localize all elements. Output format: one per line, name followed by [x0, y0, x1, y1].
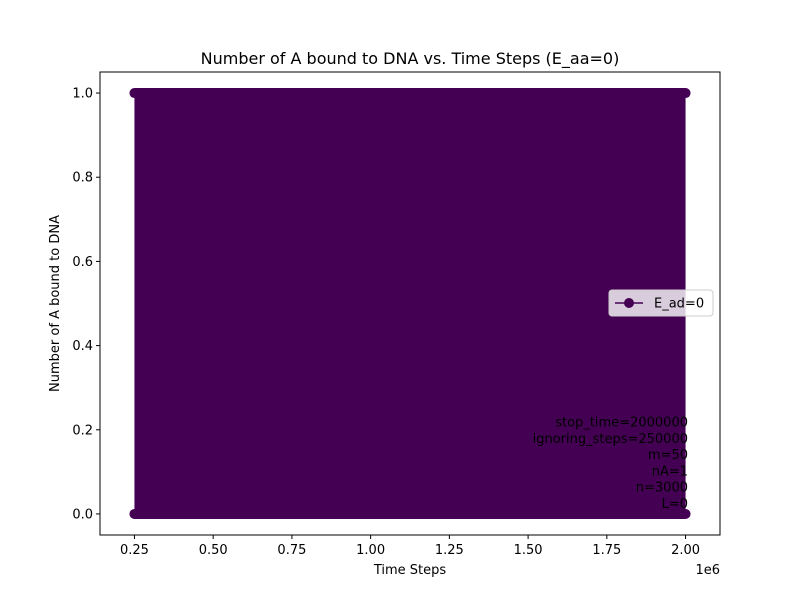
legend-series-marker	[624, 298, 634, 308]
y-tick-label: 0.4	[72, 339, 93, 354]
y-axis-label: Number of A bound to DNA	[48, 215, 63, 392]
axes-frame	[99, 71, 721, 536]
y-axis-ticks: 0.0 0.2 0.4 0.6 0.8 1.0	[72, 87, 100, 522]
y-tick-label: 0.8	[72, 171, 93, 186]
x-tick-label: 2.00	[671, 543, 700, 558]
plot-area	[99, 71, 721, 536]
legend-frame	[608, 289, 714, 317]
x-tick-label: 0.50	[199, 543, 228, 558]
y-tick-label: 1.0	[72, 87, 93, 102]
annotation-line: stop_time=2000000	[555, 416, 688, 431]
annotation-line: nA=1	[652, 464, 688, 479]
annotation-line: n=3000	[636, 481, 688, 496]
x-axis-label: Time Steps	[373, 563, 447, 578]
series-line-fill	[134, 93, 686, 514]
series-markers-bottom	[129, 508, 691, 519]
y-tick-label: 0.6	[72, 255, 93, 270]
data-layer	[129, 88, 691, 519]
x-tick-label: 0.75	[277, 543, 306, 558]
x-tick-label: 0.25	[120, 543, 149, 558]
annotation-line: m=50	[648, 448, 688, 463]
legend-series-label: E_ad=0	[654, 297, 704, 312]
chart-title: Number of A bound to DNA vs. Time Steps …	[201, 49, 620, 69]
x-tick-label: 1.50	[514, 543, 543, 558]
parameter-annotation: stop_time=2000000ignoring_steps=250000m=…	[533, 416, 688, 513]
annotation-line: L=0	[662, 497, 688, 512]
y-tick-label: 0.2	[72, 423, 93, 438]
legend: E_ad=0	[608, 289, 714, 317]
x-tick-label: 1.25	[435, 543, 464, 558]
x-tick-label: 1.00	[356, 543, 385, 558]
x-tick-label: 1.75	[592, 543, 621, 558]
x-axis-ticks: 0.25 0.50 0.75 1.00 1.25 1.50 1.75 2.00	[120, 535, 700, 558]
series-markers-top	[129, 88, 691, 99]
annotation-line: ignoring_steps=250000	[533, 432, 688, 447]
y-tick-label: 0.0	[72, 507, 93, 522]
x-axis-offset-label: 1e6	[695, 563, 720, 578]
